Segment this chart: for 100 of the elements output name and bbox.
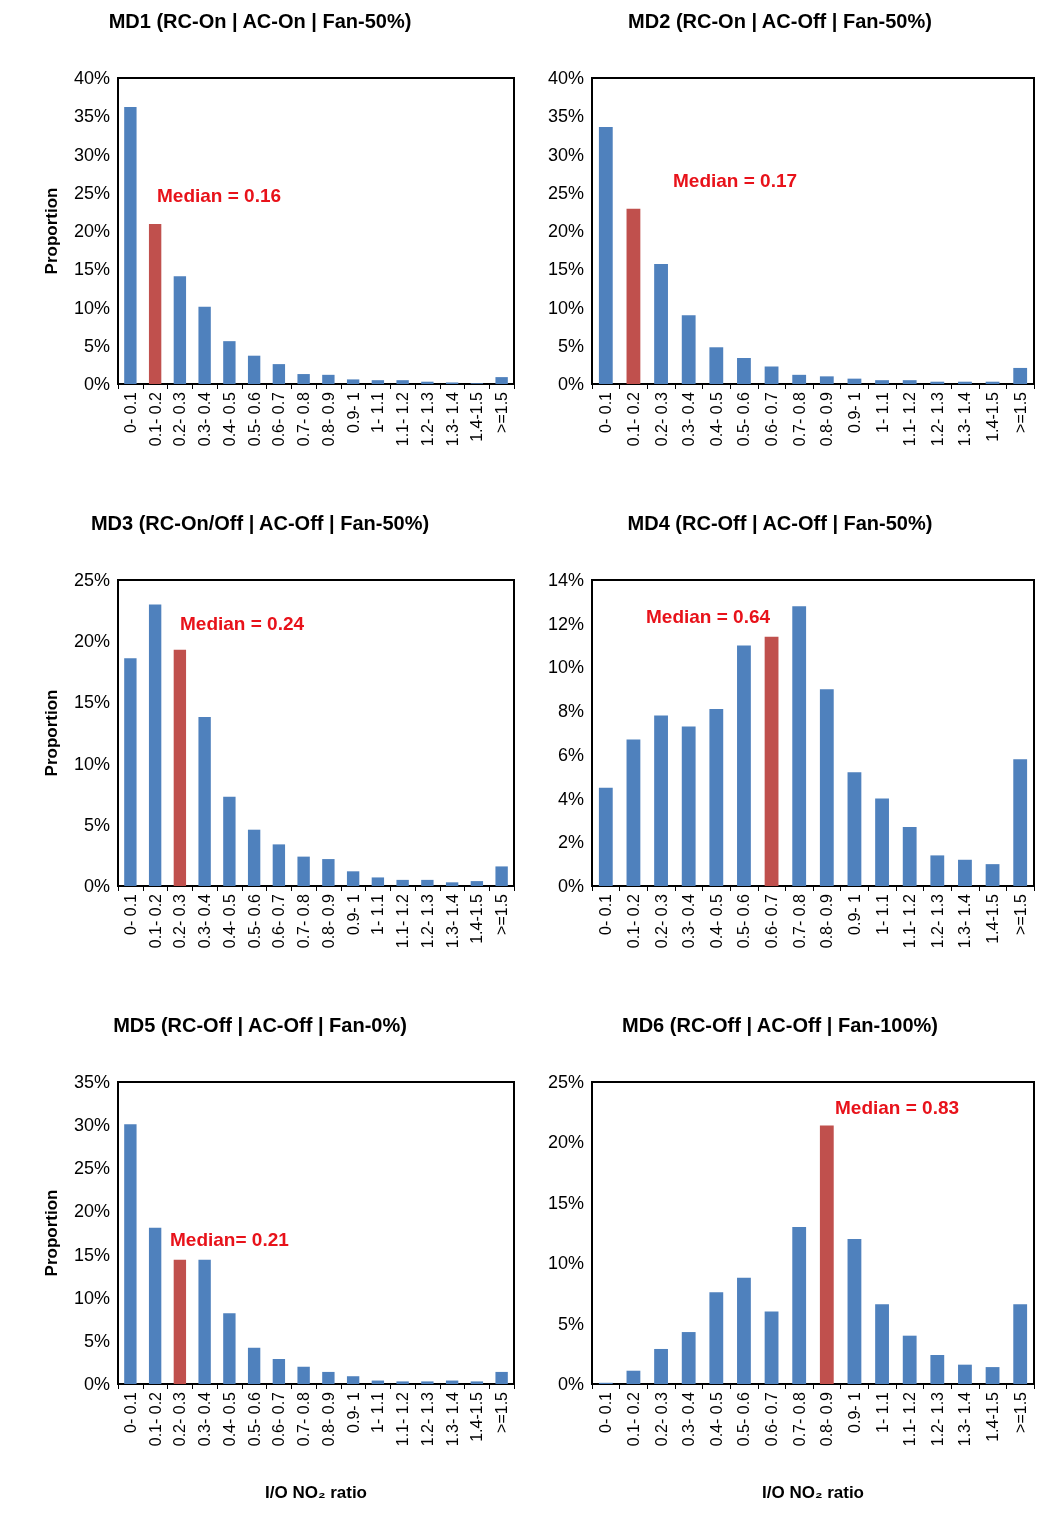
y-tick-label: 25%	[547, 1072, 584, 1092]
y-tick-label: 0%	[557, 1374, 584, 1394]
x-tick-label: 0.7- 0.8	[295, 1391, 313, 1447]
y-tick-label: 10%	[73, 1287, 110, 1308]
y-tick-label: 20%	[547, 221, 584, 241]
bar	[346, 871, 360, 886]
y-tick-label: 14%	[547, 570, 584, 590]
bar	[495, 1371, 508, 1384]
y-axis-title: Proportion	[42, 187, 61, 275]
bar	[396, 879, 409, 886]
x-tick-label: 1.4-1.5	[984, 1391, 1002, 1442]
x-tick-label: 0- 0.1	[121, 1391, 139, 1433]
y-tick-label: 35%	[73, 1072, 110, 1092]
y-tick-label: 5%	[557, 1313, 584, 1334]
y-tick-label: 20%	[73, 221, 110, 241]
x-tick-label: 1.1- 1.2	[394, 893, 412, 949]
bar	[148, 224, 162, 384]
bar	[322, 859, 335, 886]
bar	[272, 844, 286, 886]
bar	[847, 1239, 862, 1384]
bar	[737, 1277, 751, 1384]
y-tick-label: 0%	[557, 374, 584, 394]
bar	[709, 1292, 724, 1384]
x-tick-label: 1.1- 1.2	[901, 1391, 919, 1447]
x-tick-label: 0.7- 0.8	[790, 893, 808, 949]
bar	[626, 1370, 641, 1384]
bar	[847, 772, 862, 886]
x-tick-label: 0.6- 0.7	[270, 893, 288, 949]
x-tick-label: 1.4-1.5	[984, 391, 1002, 442]
x-tick-label: 1.1- 1.2	[901, 893, 919, 949]
bar	[396, 380, 409, 384]
annotation: Median = 0.16	[157, 185, 282, 206]
x-tick-label: 0.8- 0.9	[319, 391, 337, 447]
bar	[148, 1227, 162, 1384]
x-tick-label: 0.5- 0.6	[245, 893, 263, 949]
bar	[737, 645, 751, 886]
bar	[819, 689, 834, 886]
x-tick-label: 1.2- 1.3	[928, 1391, 946, 1447]
chart-title: MD4 (RC-Off | AC-Off | Fan-50%)	[627, 512, 933, 534]
y-tick-label: 4%	[557, 788, 584, 809]
x-tick-label: 0.1- 0.2	[624, 391, 642, 447]
y-tick-label: 25%	[547, 182, 584, 203]
y-tick-label: 40%	[73, 68, 110, 88]
bar	[902, 380, 917, 384]
x-tick-label: 0.1- 0.2	[624, 893, 642, 949]
bar	[764, 636, 779, 886]
bar	[198, 717, 211, 886]
y-tick-label: 15%	[73, 1244, 110, 1265]
x-tick-label: 1.3- 1.4	[956, 391, 974, 447]
bar	[297, 1366, 310, 1384]
bar	[1013, 1304, 1028, 1384]
bar	[875, 1304, 889, 1384]
y-tick-label: 20%	[73, 631, 110, 652]
bar	[470, 881, 484, 886]
annotation: Median = 0.24	[180, 613, 305, 634]
bar	[598, 126, 613, 384]
bar	[681, 1332, 696, 1384]
chart-title: MD6 (RC-Off | AC-Off | Fan-100%)	[622, 1014, 938, 1036]
x-tick-label: 0.9- 1	[845, 1391, 863, 1433]
x-tick-label: 0- 0.1	[597, 391, 615, 433]
x-tick-label: 1.1- 1.2	[394, 1391, 412, 1447]
bar	[792, 1226, 807, 1384]
bar	[470, 1381, 484, 1384]
x-tick-label: 0.2- 0.3	[171, 1391, 189, 1447]
x-tick-label: 0.7- 0.8	[295, 391, 313, 447]
x-tick-label: >=1.5	[493, 893, 511, 935]
x-tick-label: 1.4-1.5	[468, 893, 486, 944]
bar	[371, 380, 385, 384]
x-tick-label: 1.2- 1.3	[928, 893, 946, 949]
x-tick-label: 0.4- 0.5	[707, 893, 725, 949]
bar	[173, 1259, 187, 1384]
x-tick-label: 1.3- 1.4	[956, 1391, 974, 1447]
x-tick-label: 0.4- 0.5	[220, 391, 238, 447]
x-tick-label: >=1.5	[493, 391, 511, 433]
y-tick-label: 25%	[73, 570, 110, 590]
bar	[792, 606, 807, 886]
y-tick-label: 6%	[557, 744, 584, 765]
bar	[371, 877, 385, 886]
bar	[346, 1376, 360, 1384]
x-axis-title: I/O NO₂ ratio	[264, 1483, 368, 1502]
bar	[985, 864, 1000, 886]
bar	[875, 798, 889, 886]
x-tick-label: 0.8- 0.9	[818, 391, 836, 447]
y-tick-label: 0%	[83, 1374, 110, 1394]
x-tick-label: 1- 1.1	[369, 1391, 387, 1433]
annotation: Median = 0.83	[835, 1097, 960, 1118]
x-tick-label: 0.3- 0.4	[680, 1391, 698, 1447]
bar	[198, 306, 211, 384]
bar	[985, 1367, 1000, 1384]
bar	[297, 374, 310, 384]
y-tick-label: 30%	[547, 144, 584, 165]
bar	[198, 1259, 211, 1384]
y-tick-label: 10%	[547, 1253, 584, 1274]
x-tick-label: 0.2- 0.3	[652, 893, 670, 949]
x-tick-label: 0.1- 0.2	[624, 1391, 642, 1447]
x-tick-label: 1.2- 1.3	[418, 391, 436, 447]
y-tick-label: 10%	[547, 657, 584, 678]
x-tick-label: >=1.5	[1011, 893, 1029, 935]
bar	[173, 649, 187, 886]
bar	[124, 658, 137, 886]
